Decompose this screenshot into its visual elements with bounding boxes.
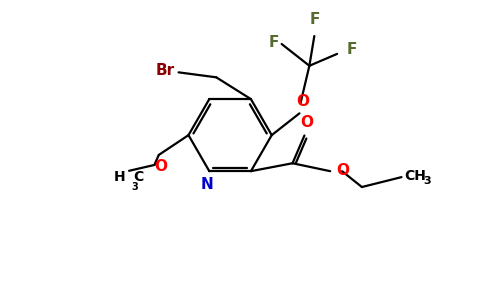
- Text: O: O: [300, 115, 313, 130]
- Text: N: N: [201, 177, 214, 192]
- Text: 3: 3: [424, 176, 431, 186]
- Text: C: C: [133, 170, 143, 184]
- Text: F: F: [347, 42, 357, 57]
- Text: F: F: [309, 12, 319, 27]
- Text: H: H: [113, 170, 125, 184]
- Text: O: O: [296, 94, 309, 110]
- Text: F: F: [269, 34, 279, 50]
- Text: O: O: [154, 159, 167, 174]
- Text: Br: Br: [155, 63, 175, 78]
- Text: 3: 3: [131, 182, 138, 192]
- Text: O: O: [336, 163, 349, 178]
- Text: CH: CH: [405, 169, 426, 183]
